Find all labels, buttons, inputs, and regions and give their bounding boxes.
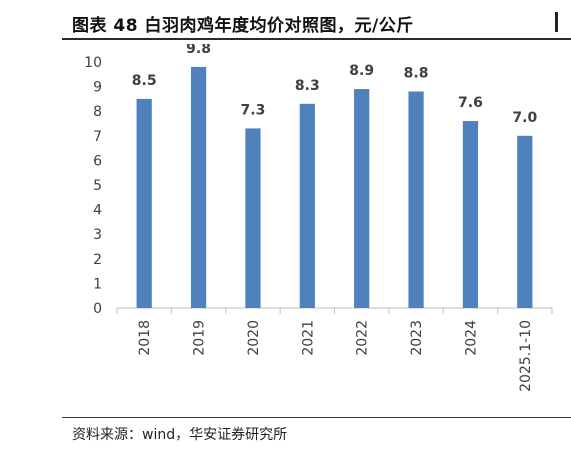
page-corner-mark [555, 12, 567, 32]
y-tick-label: 8 [93, 104, 102, 120]
x-tick-label: 2020 [246, 320, 262, 356]
data-label: 9.8 [186, 44, 211, 57]
x-tick-label: 2023 [409, 320, 425, 356]
y-tick-label: 6 [93, 153, 102, 169]
data-label: 8.3 [295, 78, 320, 94]
y-tick-label: 1 [93, 276, 102, 292]
bar [408, 91, 424, 308]
x-tick-label: 2022 [355, 320, 371, 356]
bar [517, 135, 533, 308]
data-label: 7.0 [512, 110, 537, 126]
source-note: 资料来源：wind，华安证券研究所 [72, 427, 288, 443]
bar [245, 128, 261, 308]
x-axis: 2018 2019 2020 2021 2022 2023 2024 2025.1-10 [116, 307, 553, 392]
y-tick-label: 0 [93, 301, 102, 317]
y-tick-label: 3 [93, 227, 102, 243]
y-tick-label: 10 [84, 55, 102, 71]
data-label: 8.9 [349, 63, 374, 79]
bar [462, 121, 479, 308]
footer-divider [62, 417, 571, 418]
y-tick-label: 7 [93, 129, 102, 145]
data-label: 8.5 [132, 73, 157, 89]
data-labels: 8.5 9.8 7.3 8.3 8.9 8.8 7.6 7.0 [132, 44, 538, 126]
data-label: 8.8 [404, 66, 429, 82]
x-tick-label: 2024 [463, 320, 479, 356]
y-tick-label: 9 [93, 80, 102, 96]
y-tick-label: 2 [93, 252, 102, 268]
bar [354, 89, 370, 308]
bar [136, 98, 152, 309]
x-tick-label: 2021 [300, 320, 316, 356]
x-tick-label: 2019 [192, 320, 208, 356]
data-label: 7.3 [241, 102, 266, 118]
title-divider [62, 38, 571, 40]
bar [190, 66, 207, 308]
y-tick-label: 5 [93, 178, 102, 194]
x-tick-label: 2025.1-10 [518, 320, 534, 392]
bar-chart: 0 1 2 3 4 5 6 7 8 9 10 2018 2019 2020 2021 2022 2023 202… [84, 44, 553, 392]
y-tick-label: 4 [93, 203, 102, 219]
bar-series [136, 66, 533, 309]
y-axis: 0 1 2 3 4 5 6 7 8 9 10 [84, 55, 102, 317]
x-tick-label: 2018 [137, 320, 153, 356]
data-label: 7.6 [458, 95, 483, 111]
figure-title: 图表 48 白羽肉鸡年度均价对照图，元/公斤 [72, 16, 414, 36]
bar [299, 103, 315, 308]
